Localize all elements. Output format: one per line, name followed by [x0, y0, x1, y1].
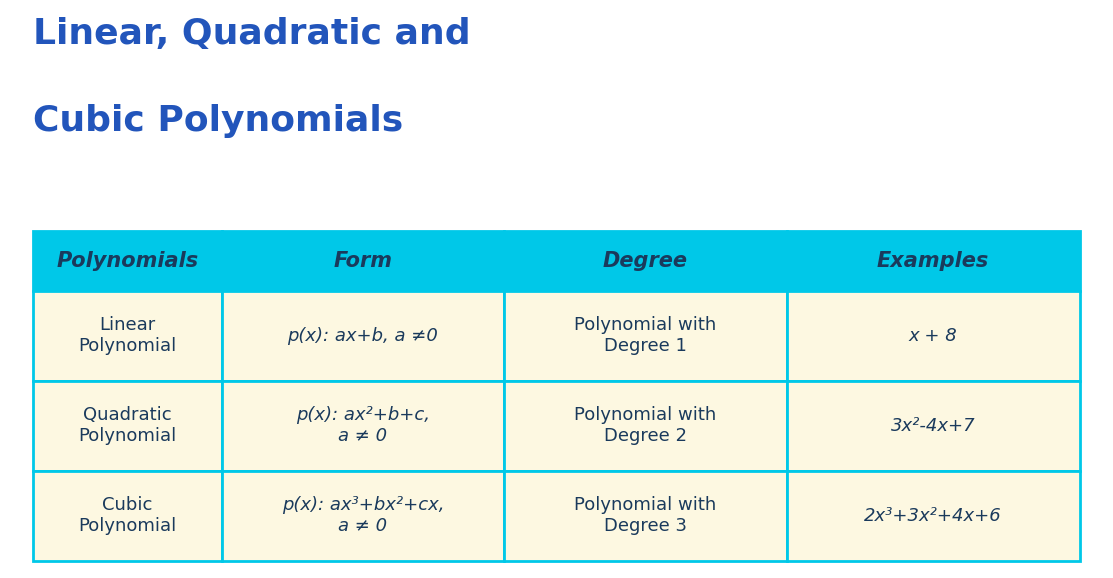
Text: Polynomial with
Degree 3: Polynomial with Degree 3 — [574, 497, 717, 535]
Text: Polynomials: Polynomials — [57, 251, 198, 271]
Bar — [504, 291, 787, 380]
Bar — [504, 231, 787, 291]
Text: Linear
Polynomial: Linear Polynomial — [78, 316, 177, 355]
Bar — [33, 470, 221, 561]
Text: p(x): ax²+b+c,
a ≠ 0: p(x): ax²+b+c, a ≠ 0 — [296, 406, 430, 445]
Bar — [787, 470, 1080, 561]
Text: p(x): ax³+bx²+cx,
a ≠ 0: p(x): ax³+bx²+cx, a ≠ 0 — [282, 497, 444, 535]
Text: p(x): ax+b, a ≠0: p(x): ax+b, a ≠0 — [287, 327, 439, 344]
Bar — [504, 470, 787, 561]
Text: Cubic
Polynomial: Cubic Polynomial — [78, 497, 177, 535]
Bar — [33, 291, 221, 380]
Bar — [221, 231, 504, 291]
Bar — [221, 380, 504, 470]
Text: Polynomial with
Degree 2: Polynomial with Degree 2 — [574, 406, 717, 445]
Bar — [787, 231, 1080, 291]
Bar — [33, 380, 221, 470]
Bar — [221, 291, 504, 380]
Text: Degree: Degree — [603, 251, 688, 271]
Text: Examples: Examples — [877, 251, 989, 271]
Text: 2x³+3x²+4x+6: 2x³+3x²+4x+6 — [865, 507, 1002, 525]
Text: x + 8: x + 8 — [908, 327, 957, 344]
Text: Quadratic
Polynomial: Quadratic Polynomial — [78, 406, 177, 445]
Text: Form: Form — [334, 251, 393, 271]
Bar — [787, 291, 1080, 380]
Text: Linear, Quadratic and: Linear, Quadratic and — [33, 17, 471, 51]
Bar — [221, 470, 504, 561]
Text: Cubic Polynomials: Cubic Polynomials — [33, 104, 404, 138]
Text: 3x²-4x+7: 3x²-4x+7 — [890, 417, 975, 435]
Bar — [504, 380, 787, 470]
Bar — [787, 380, 1080, 470]
Bar — [33, 231, 221, 291]
Text: Polynomial with
Degree 1: Polynomial with Degree 1 — [574, 316, 717, 355]
